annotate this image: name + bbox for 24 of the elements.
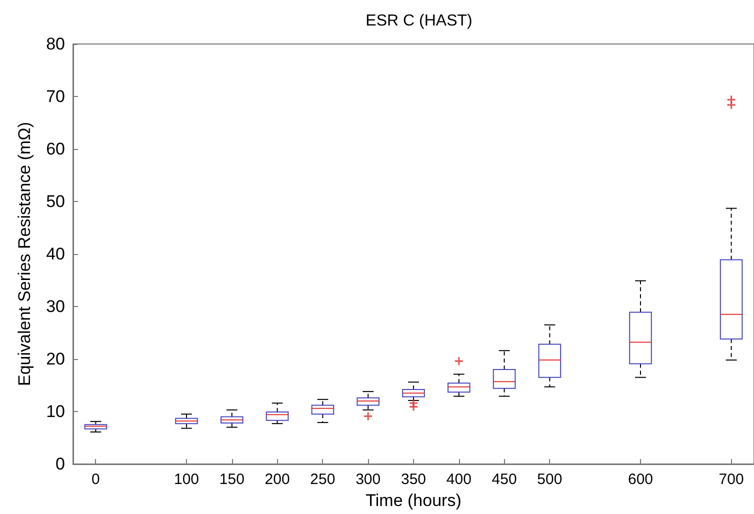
y-tick-label: 70 [46, 87, 65, 106]
x-tick-label: 500 [537, 471, 562, 488]
x-axis-title: Time (hours) [366, 490, 462, 510]
y-tick-label: 80 [46, 34, 65, 54]
x-tick-label: 400 [446, 471, 472, 488]
y-tick-label: 30 [46, 297, 65, 316]
x-tick-label: 100 [174, 471, 200, 488]
x-tick-label: 700 [718, 471, 744, 488]
x-tick-label: 0 [92, 471, 100, 488]
x-tick-label: 450 [492, 471, 517, 488]
x-tick-label: 150 [219, 471, 244, 488]
x-tick-label: 600 [628, 471, 654, 488]
x-tick-label: 300 [356, 471, 381, 488]
y-tick-label: 20 [46, 350, 65, 368]
x-tick-label: 350 [400, 471, 426, 488]
chart-title: ESR C (HAST) [366, 12, 472, 30]
y-tick-label: 40 [46, 244, 65, 264]
y-tick-label: 60 [46, 140, 65, 158]
y-tick-label: 50 [46, 192, 65, 211]
y-tick-label: 10 [46, 402, 65, 421]
x-tick-label: 200 [264, 471, 290, 488]
y-tick-label: 0 [56, 454, 65, 474]
y-axis-title: Equivalent Series Resistance (mΩ) [15, 122, 34, 386]
x-tick-label: 250 [310, 471, 336, 488]
